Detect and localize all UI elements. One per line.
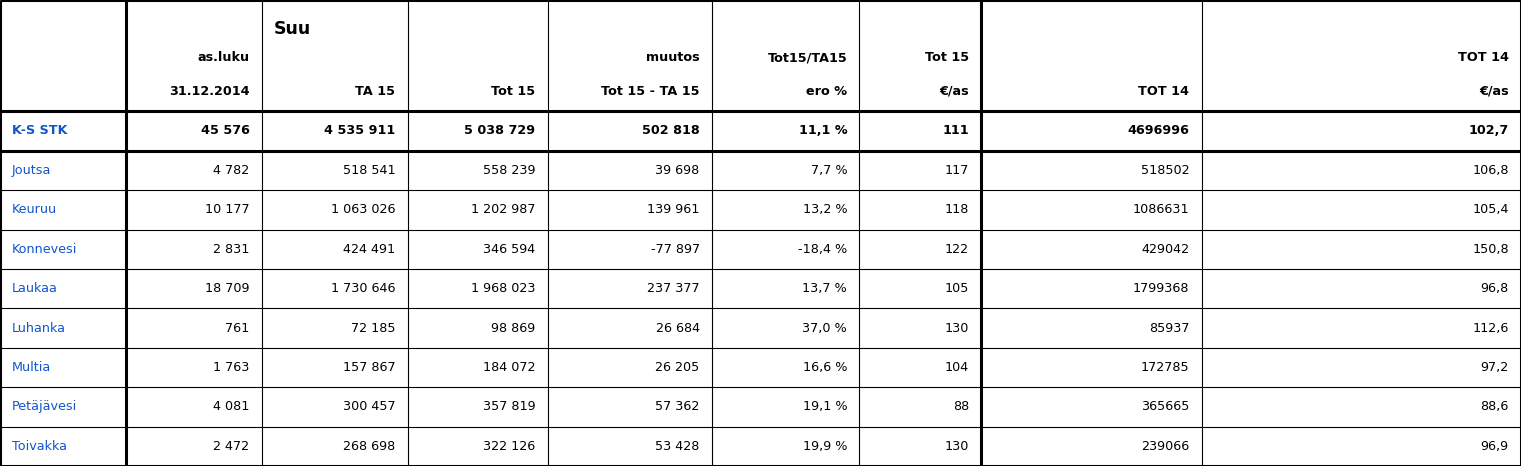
Text: 1 968 023: 1 968 023 [472, 282, 535, 295]
Text: 518 541: 518 541 [342, 164, 395, 177]
Text: 53 428: 53 428 [656, 440, 700, 453]
Text: 346 594: 346 594 [484, 243, 535, 256]
Text: 18 709: 18 709 [205, 282, 249, 295]
Text: 502 818: 502 818 [642, 124, 700, 137]
Text: 85937: 85937 [1148, 322, 1189, 335]
Text: 4 535 911: 4 535 911 [324, 124, 395, 137]
Text: 1 063 026: 1 063 026 [332, 203, 395, 216]
Text: Tot15/TA15: Tot15/TA15 [768, 51, 847, 64]
Text: 37,0 %: 37,0 % [803, 322, 847, 335]
Text: 117: 117 [945, 164, 969, 177]
Text: €/as: €/as [940, 85, 969, 98]
Text: 97,2: 97,2 [1480, 361, 1509, 374]
Text: 300 457: 300 457 [342, 400, 395, 413]
Text: 1 763: 1 763 [213, 361, 249, 374]
Text: Tot 15 - TA 15: Tot 15 - TA 15 [601, 85, 700, 98]
Text: Joutsa: Joutsa [12, 164, 52, 177]
Text: 130: 130 [945, 322, 969, 335]
Text: 4 081: 4 081 [213, 400, 249, 413]
Text: 1 730 646: 1 730 646 [332, 282, 395, 295]
Text: Suu: Suu [274, 20, 310, 38]
Text: 184 072: 184 072 [482, 361, 535, 374]
Text: 5 038 729: 5 038 729 [464, 124, 535, 137]
Text: 4 782: 4 782 [213, 164, 249, 177]
Text: 157 867: 157 867 [342, 361, 395, 374]
Text: 16,6 %: 16,6 % [803, 361, 847, 374]
Text: 13,2 %: 13,2 % [803, 203, 847, 216]
Text: -18,4 %: -18,4 % [799, 243, 847, 256]
Text: 96,9: 96,9 [1481, 440, 1509, 453]
Text: -77 897: -77 897 [651, 243, 700, 256]
Text: 105,4: 105,4 [1472, 203, 1509, 216]
Text: Petäjävesi: Petäjävesi [12, 400, 78, 413]
Text: 111: 111 [941, 124, 969, 137]
Text: 1 202 987: 1 202 987 [472, 203, 535, 216]
Text: 88,6: 88,6 [1480, 400, 1509, 413]
Text: Konnevesi: Konnevesi [12, 243, 78, 256]
Text: Laukaa: Laukaa [12, 282, 58, 295]
Text: 10 177: 10 177 [205, 203, 249, 216]
Text: 322 126: 322 126 [484, 440, 535, 453]
Text: 518502: 518502 [1141, 164, 1189, 177]
Text: 19,1 %: 19,1 % [803, 400, 847, 413]
Text: 13,7 %: 13,7 % [803, 282, 847, 295]
Text: 150,8: 150,8 [1472, 243, 1509, 256]
Text: 98 869: 98 869 [491, 322, 535, 335]
Text: 11,1 %: 11,1 % [799, 124, 847, 137]
Text: 112,6: 112,6 [1472, 322, 1509, 335]
Text: 172785: 172785 [1141, 361, 1189, 374]
Text: 88: 88 [952, 400, 969, 413]
Text: K-S STK: K-S STK [12, 124, 67, 137]
Text: 102,7: 102,7 [1469, 124, 1509, 137]
Text: Keuruu: Keuruu [12, 203, 58, 216]
Text: 96,8: 96,8 [1480, 282, 1509, 295]
Text: 130: 130 [945, 440, 969, 453]
Text: TOT 14: TOT 14 [1457, 51, 1509, 64]
Text: 558 239: 558 239 [482, 164, 535, 177]
Text: Multia: Multia [12, 361, 52, 374]
Text: 7,7 %: 7,7 % [811, 164, 847, 177]
Text: 57 362: 57 362 [656, 400, 700, 413]
Text: Luhanka: Luhanka [12, 322, 67, 335]
Text: 2 472: 2 472 [213, 440, 249, 453]
Text: 429042: 429042 [1141, 243, 1189, 256]
Text: 104: 104 [945, 361, 969, 374]
Text: 26 684: 26 684 [656, 322, 700, 335]
Text: Tot 15: Tot 15 [925, 51, 969, 64]
Text: as.luku: as.luku [198, 51, 249, 64]
Text: 19,9 %: 19,9 % [803, 440, 847, 453]
Text: 39 698: 39 698 [656, 164, 700, 177]
Text: Tot 15: Tot 15 [491, 85, 535, 98]
Text: muutos: muutos [646, 51, 700, 64]
Text: ero %: ero % [806, 85, 847, 98]
Text: 268 698: 268 698 [344, 440, 395, 453]
Text: 26 205: 26 205 [656, 361, 700, 374]
Text: 72 185: 72 185 [351, 322, 395, 335]
Text: €/as: €/as [1480, 85, 1509, 98]
Text: 4696996: 4696996 [1127, 124, 1189, 137]
Text: 105: 105 [945, 282, 969, 295]
Text: 1086631: 1086631 [1133, 203, 1189, 216]
Text: 31.12.2014: 31.12.2014 [169, 85, 249, 98]
Text: 761: 761 [225, 322, 249, 335]
Text: 118: 118 [945, 203, 969, 216]
Text: 45 576: 45 576 [201, 124, 249, 137]
Text: 122: 122 [945, 243, 969, 256]
Text: TOT 14: TOT 14 [1138, 85, 1189, 98]
Text: Toivakka: Toivakka [12, 440, 67, 453]
Text: 139 961: 139 961 [648, 203, 700, 216]
Text: 365665: 365665 [1141, 400, 1189, 413]
Text: 106,8: 106,8 [1472, 164, 1509, 177]
Text: 1799368: 1799368 [1133, 282, 1189, 295]
Text: 237 377: 237 377 [646, 282, 700, 295]
Text: 357 819: 357 819 [482, 400, 535, 413]
Text: 424 491: 424 491 [344, 243, 395, 256]
Text: 2 831: 2 831 [213, 243, 249, 256]
Text: 239066: 239066 [1141, 440, 1189, 453]
Text: TA 15: TA 15 [356, 85, 395, 98]
